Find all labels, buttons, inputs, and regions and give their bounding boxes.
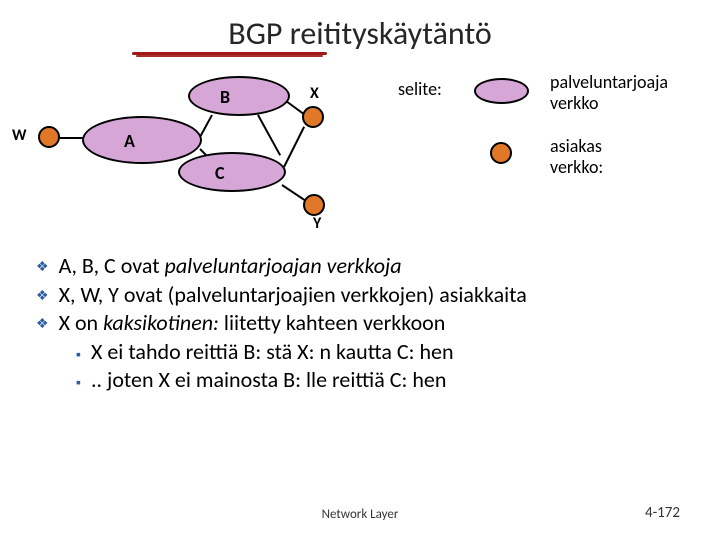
sub-bullet-item: .. joten X ei mainosta B: lle reittiä C:…	[76, 366, 696, 395]
legend-label: selite:	[398, 78, 442, 100]
customer-label: Y	[313, 214, 321, 233]
network-edge	[60, 137, 84, 139]
customer-node	[303, 194, 325, 216]
provider-label: C	[215, 162, 225, 184]
customer-node	[38, 126, 60, 148]
bullet-item: X, W, Y ovat (palveluntarjoajien verkkoj…	[36, 281, 696, 310]
footer-center: Network Layer	[0, 507, 720, 522]
provider-node: C	[178, 152, 286, 192]
provider-node: A	[82, 116, 202, 164]
provider-node: B	[188, 76, 290, 116]
network-edge	[283, 127, 305, 168]
bullet-item: X on kaksikotinen: liitetty kahteen verk…	[36, 309, 696, 338]
legend-customer-swatch	[490, 142, 512, 164]
network-edge	[199, 115, 213, 138]
provider-label: A	[124, 130, 135, 152]
customer-node	[302, 106, 324, 128]
bullet-list: A, B, C ovat palveluntarjoajan verkkojaX…	[36, 252, 696, 395]
sub-bullet-item: X ei tahdo reittiä B: stä X: n kautta C:…	[76, 338, 696, 367]
network-edge	[257, 115, 281, 156]
bullet-item: A, B, C ovat palveluntarjoajan verkkoja	[36, 252, 696, 281]
legend-provider-swatch	[474, 78, 529, 104]
legend-customer-text: asiakas verkko:	[550, 136, 603, 177]
provider-label: B	[220, 86, 230, 108]
title-underline	[132, 52, 327, 58]
customer-label: X	[310, 84, 319, 103]
page-title: BGP reitityskäytäntö	[0, 14, 720, 53]
customer-label: W	[12, 126, 27, 145]
footer-page-number: 4-172	[645, 504, 680, 522]
legend-provider-text: palveluntarjoaja verkko	[550, 72, 668, 113]
network-edge	[281, 184, 306, 202]
